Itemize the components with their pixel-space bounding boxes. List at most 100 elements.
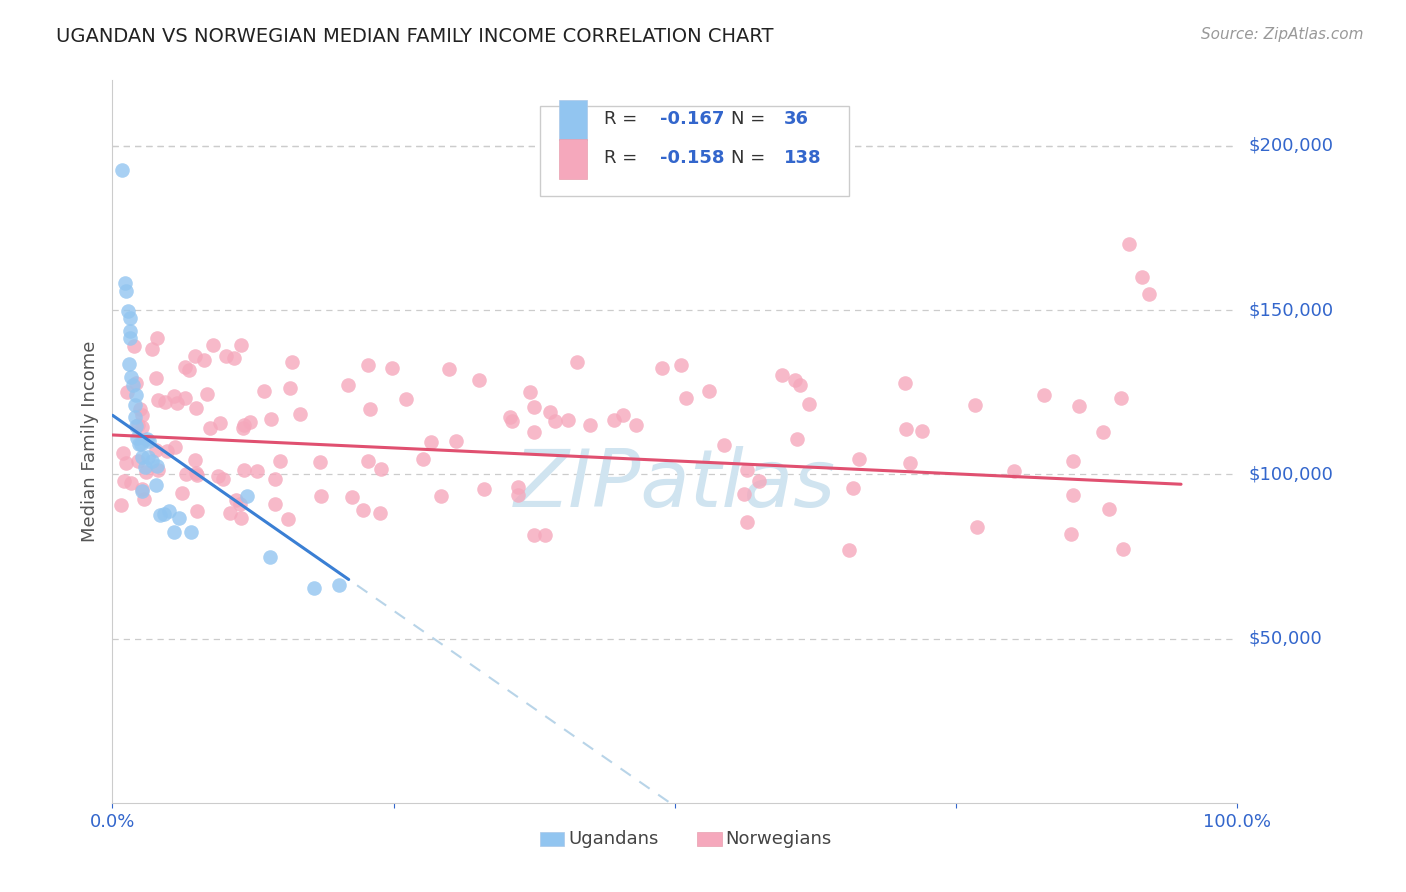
Text: N =: N =	[731, 150, 770, 168]
Point	[229, 338, 252, 352]
Text: Ugandans: Ugandans	[568, 830, 658, 848]
Point	[184, 466, 207, 480]
Point	[115, 385, 138, 400]
Point	[167, 511, 190, 525]
Point	[127, 418, 149, 433]
Point	[544, 414, 567, 428]
Point	[180, 524, 202, 539]
Point	[186, 504, 208, 518]
Point	[146, 392, 169, 407]
Text: $100,000: $100,000	[1249, 466, 1333, 483]
Point	[117, 357, 139, 371]
Point	[1067, 399, 1090, 413]
Point	[1032, 388, 1054, 402]
Point	[131, 482, 153, 496]
Text: R =: R =	[605, 150, 643, 168]
Point	[848, 452, 870, 467]
Point	[124, 398, 146, 412]
Point	[132, 492, 155, 507]
Point	[146, 458, 169, 473]
Point	[735, 515, 758, 529]
Point	[437, 362, 460, 376]
Point	[232, 417, 254, 432]
Point	[112, 474, 135, 488]
Point	[232, 463, 254, 477]
Point	[419, 434, 441, 449]
Point	[603, 413, 626, 427]
Point	[236, 489, 259, 503]
Point	[134, 460, 156, 475]
Point	[893, 376, 915, 391]
Point	[174, 467, 197, 481]
Point	[198, 421, 221, 435]
Point	[894, 421, 917, 435]
Point	[166, 396, 188, 410]
Point	[1062, 454, 1084, 468]
Point	[1109, 391, 1132, 405]
Point	[785, 373, 807, 387]
Point	[368, 506, 391, 520]
Point	[201, 338, 224, 352]
Point	[340, 490, 363, 504]
Point	[309, 489, 332, 503]
Point	[155, 444, 177, 458]
Point	[127, 454, 149, 468]
Point	[675, 391, 697, 405]
Point	[211, 472, 233, 486]
Point	[669, 358, 692, 372]
Point	[1062, 488, 1084, 502]
Y-axis label: Median Family Income: Median Family Income	[80, 341, 98, 542]
Point	[352, 503, 374, 517]
Point	[1002, 464, 1025, 478]
Point	[697, 384, 720, 398]
Point	[195, 387, 218, 401]
Point	[288, 407, 311, 421]
Point	[141, 454, 163, 468]
Point	[259, 550, 281, 565]
Point	[246, 464, 269, 478]
Point	[395, 392, 418, 406]
Point	[131, 420, 153, 434]
Text: R =: R =	[605, 111, 643, 128]
Point	[359, 401, 381, 416]
Point	[280, 381, 302, 395]
Point	[304, 581, 326, 595]
Point	[468, 373, 491, 387]
Point	[124, 410, 146, 425]
Point	[184, 349, 207, 363]
Point	[120, 331, 142, 345]
Text: -0.167: -0.167	[661, 111, 724, 128]
Point	[499, 409, 522, 424]
Point	[184, 401, 207, 415]
Point	[122, 339, 145, 353]
Point	[626, 417, 648, 432]
Point	[1118, 237, 1140, 252]
Point	[900, 456, 922, 470]
FancyBboxPatch shape	[697, 832, 721, 847]
Point	[337, 378, 360, 392]
Point	[207, 468, 229, 483]
Point	[842, 481, 865, 495]
Point	[370, 462, 392, 476]
Point	[193, 353, 215, 368]
Point	[253, 384, 276, 398]
Point	[534, 528, 557, 542]
Text: 138: 138	[785, 150, 821, 168]
Point	[146, 331, 169, 345]
Point	[260, 412, 283, 426]
Point	[232, 421, 254, 435]
Point	[153, 507, 176, 521]
Point	[129, 401, 152, 416]
Point	[174, 392, 197, 406]
Point	[114, 277, 136, 291]
Point	[963, 398, 986, 412]
Text: ZIPatlas: ZIPatlas	[513, 446, 837, 524]
Point	[276, 511, 298, 525]
Point	[172, 485, 194, 500]
Point	[131, 450, 153, 465]
Point	[131, 483, 153, 498]
Point	[1098, 502, 1121, 516]
Point	[1059, 526, 1081, 541]
Point	[110, 498, 132, 512]
Point	[225, 492, 247, 507]
